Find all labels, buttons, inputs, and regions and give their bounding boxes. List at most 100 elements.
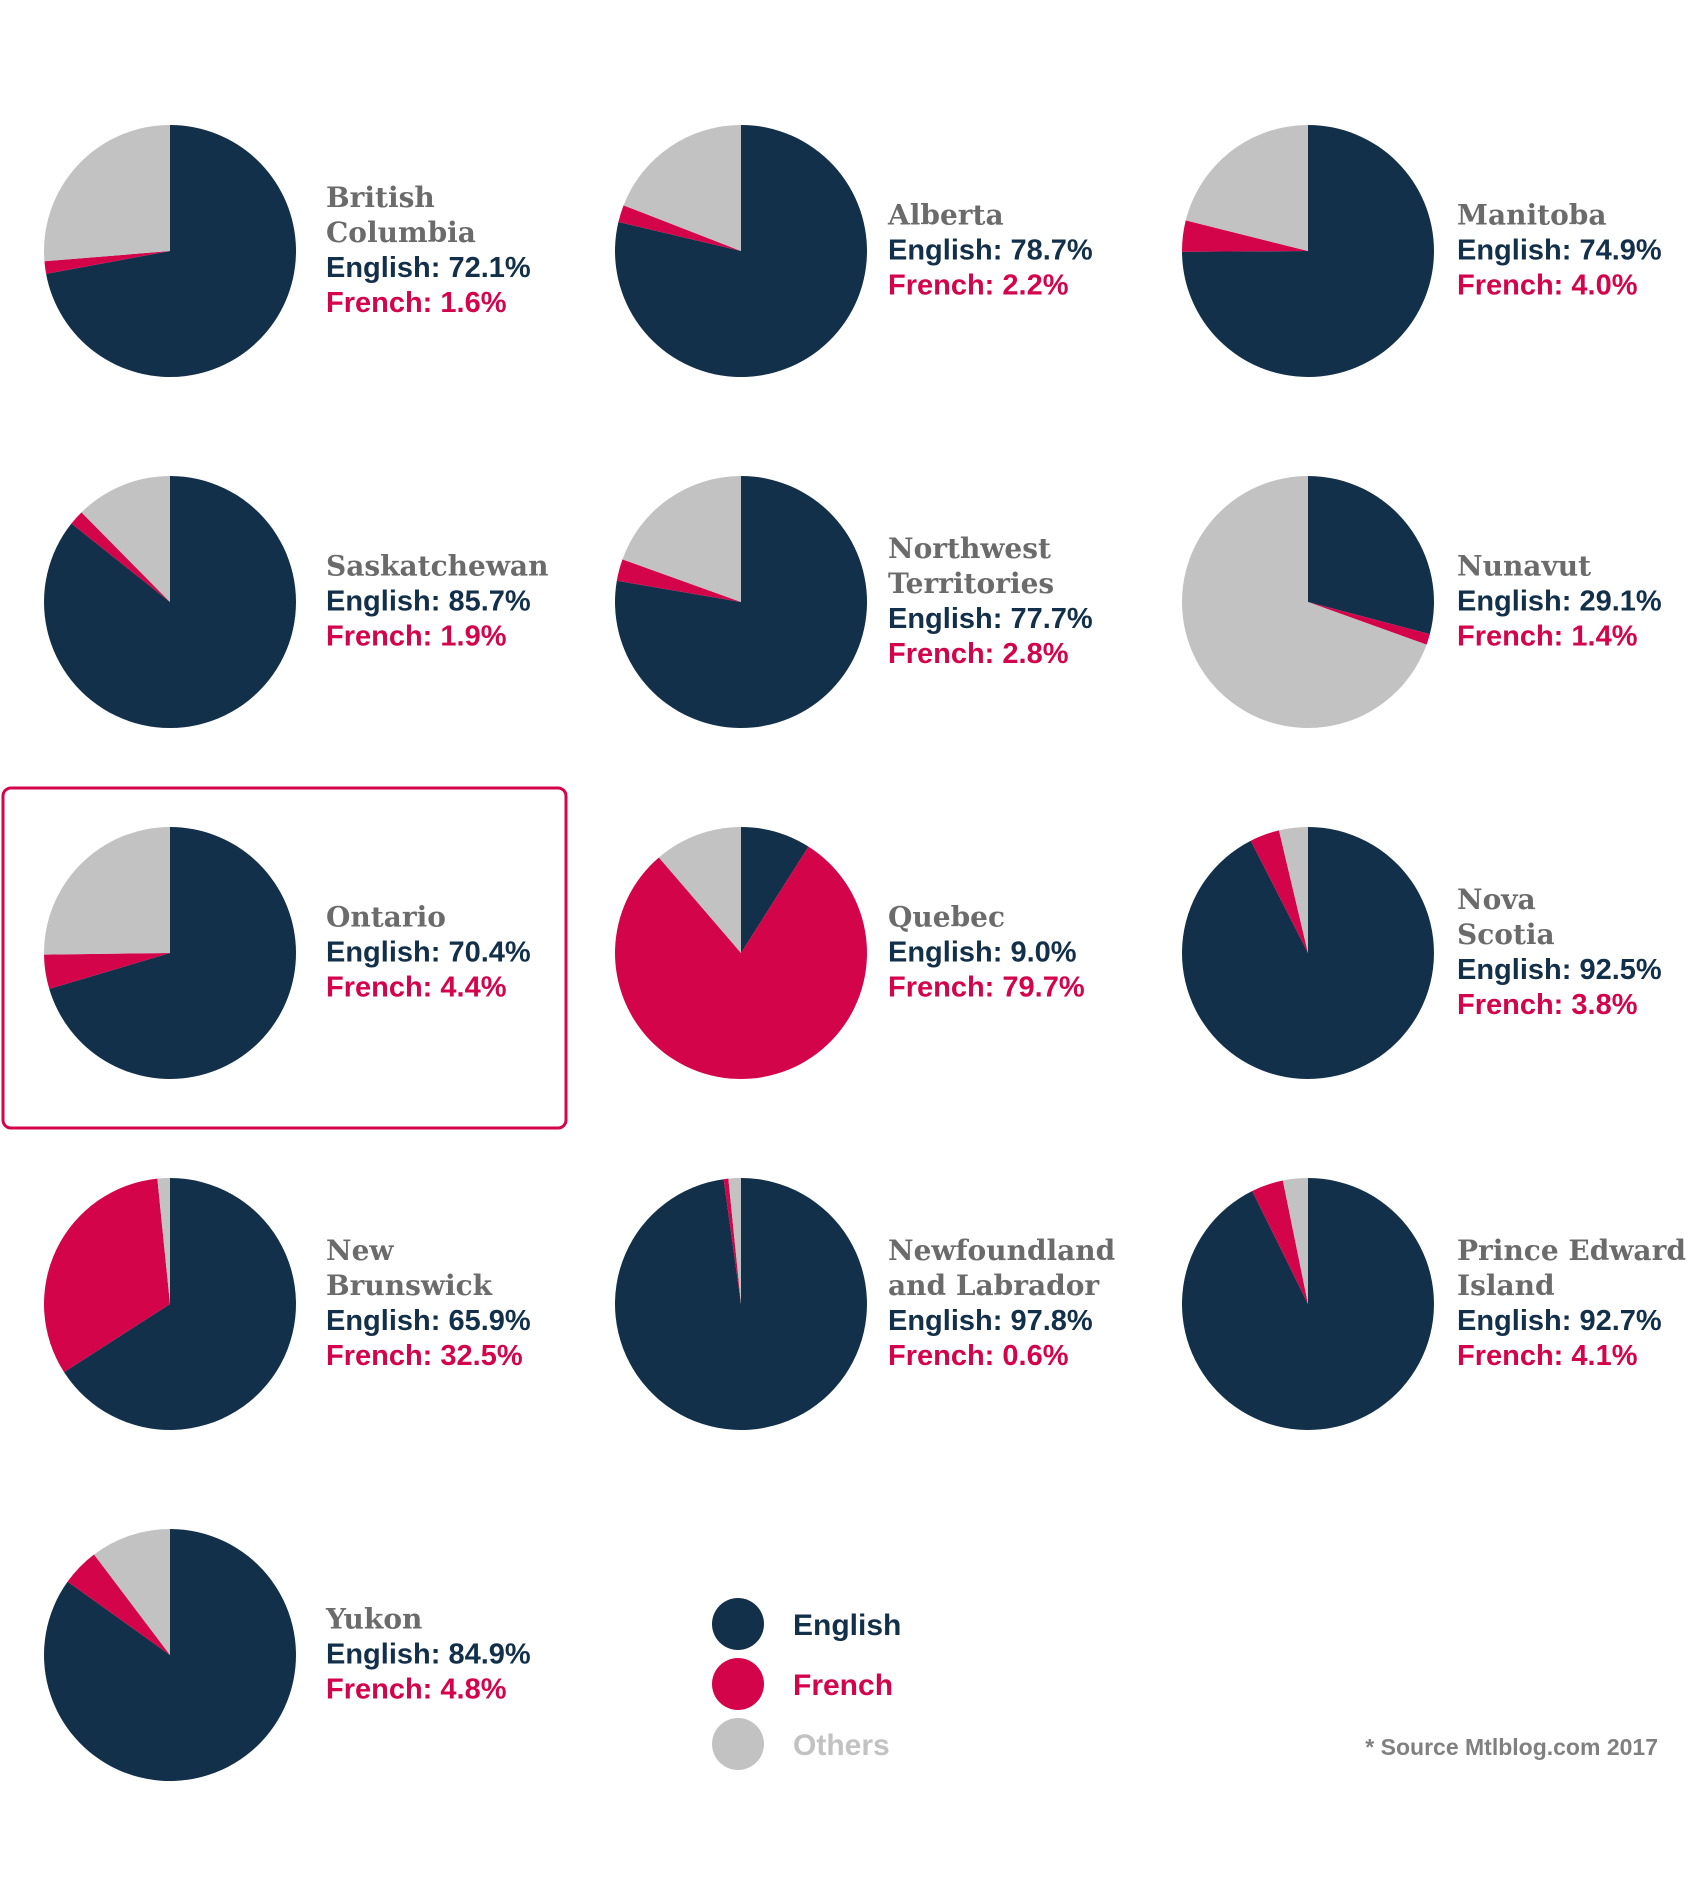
pie-slice-french bbox=[71, 512, 170, 602]
pie-slice-english bbox=[615, 125, 868, 378]
french-percent-label: French: 4.8% bbox=[326, 1674, 507, 1706]
english-percent-label: English: 70.4% bbox=[326, 937, 531, 969]
province-name: Columbia bbox=[326, 216, 476, 249]
pie-slice-french bbox=[723, 1178, 741, 1304]
french-percent-label: French: 1.6% bbox=[326, 287, 507, 319]
pie-slice-others bbox=[658, 827, 741, 953]
pie-slice-others bbox=[44, 827, 170, 955]
pie-slice-others bbox=[157, 1178, 170, 1304]
french-percent-label: French: 1.4% bbox=[1457, 621, 1638, 653]
english-percent-label: English: 77.7% bbox=[888, 603, 1093, 635]
pie-slice-others bbox=[1185, 125, 1308, 251]
legend-swatch-others bbox=[712, 1718, 764, 1770]
pie-slice-french bbox=[67, 1554, 170, 1655]
pie-slice-french bbox=[616, 559, 741, 602]
province-name: Northwest bbox=[888, 532, 1051, 565]
pie-slice-others bbox=[1278, 827, 1308, 953]
french-percent-label: French: 2.8% bbox=[888, 638, 1069, 670]
english-percent-label: English: 85.7% bbox=[326, 586, 531, 618]
province-name: Island bbox=[1457, 1269, 1555, 1302]
pie-slice-french bbox=[618, 205, 741, 251]
province-name: Territories bbox=[888, 567, 1054, 600]
pie-slice-others bbox=[1282, 1178, 1308, 1304]
pie-slice-others bbox=[94, 1529, 170, 1655]
french-percent-label: French: 3.8% bbox=[1457, 989, 1638, 1021]
pie-slice-english bbox=[614, 1178, 867, 1431]
pie-slice-english bbox=[49, 827, 297, 1079]
legend-swatch-english bbox=[712, 1598, 764, 1650]
french-percent-label: French: 32.5% bbox=[326, 1340, 523, 1372]
pie-slice-english bbox=[615, 475, 868, 729]
province-name: Alberta bbox=[887, 199, 1004, 232]
province-name: Quebec bbox=[888, 901, 1005, 934]
french-percent-label: French: 0.6% bbox=[888, 1340, 1069, 1372]
pie-slice-english bbox=[1181, 827, 1434, 1079]
pie-slice-french bbox=[44, 1178, 170, 1373]
province-name: Newfoundland bbox=[888, 1234, 1115, 1267]
province-name: and Labrador bbox=[888, 1269, 1100, 1302]
pie-slice-english bbox=[1181, 1178, 1434, 1431]
pie-slice-french bbox=[1181, 220, 1308, 252]
province-name: Scotia bbox=[1457, 918, 1555, 951]
pie-slice-others bbox=[81, 476, 170, 602]
legend-label-french: French bbox=[793, 1669, 893, 1702]
pie-slice-others bbox=[728, 1178, 741, 1304]
english-percent-label: English: 65.9% bbox=[326, 1305, 531, 1337]
french-percent-label: French: 79.7% bbox=[888, 972, 1085, 1004]
french-percent-label: French: 1.9% bbox=[326, 621, 507, 653]
pie-slice-english bbox=[1182, 125, 1434, 378]
english-percent-label: English: 78.7% bbox=[888, 235, 1093, 267]
source-note: * Source Mtlblog.com 2017 bbox=[1365, 1734, 1658, 1760]
pie-slice-french bbox=[44, 251, 170, 274]
english-percent-label: English: 29.1% bbox=[1457, 586, 1662, 618]
legend-label-others: Others bbox=[793, 1729, 890, 1762]
legend-label-english: English bbox=[793, 1609, 901, 1642]
english-percent-label: English: 84.9% bbox=[326, 1639, 531, 1671]
pie-slice-french bbox=[44, 953, 171, 989]
english-percent-label: English: 9.0% bbox=[888, 937, 1077, 969]
french-percent-label: French: 4.4% bbox=[326, 972, 507, 1004]
english-percent-label: English: 72.1% bbox=[326, 252, 531, 284]
english-percent-label: English: 92.5% bbox=[1457, 954, 1662, 986]
legend: English French Others bbox=[712, 1598, 901, 1770]
pie-slice-english bbox=[64, 1178, 296, 1431]
english-percent-label: English: 92.7% bbox=[1457, 1305, 1662, 1337]
province-name: Ontario bbox=[326, 901, 446, 934]
province-name: Saskatchewan bbox=[326, 550, 548, 583]
pie-slice-english bbox=[1308, 476, 1434, 635]
province-name: Prince Edward bbox=[1457, 1234, 1686, 1267]
pie-slice-english bbox=[741, 827, 809, 953]
english-percent-label: English: 74.9% bbox=[1457, 235, 1662, 267]
pie-slice-french bbox=[1252, 1180, 1308, 1304]
pie-slice-french bbox=[1308, 602, 1430, 645]
pie-slice-english bbox=[46, 125, 297, 378]
pie-slice-english bbox=[44, 476, 297, 728]
province-name: Manitoba bbox=[1457, 199, 1606, 232]
province-name: British bbox=[326, 181, 435, 214]
pie-slice-others bbox=[1181, 476, 1427, 729]
pie-slice-others bbox=[622, 476, 741, 602]
french-percent-label: French: 4.0% bbox=[1457, 270, 1638, 302]
pie-slice-others bbox=[43, 125, 170, 262]
province-name: Nunavut bbox=[1457, 550, 1591, 583]
province-name: Yukon bbox=[325, 1603, 422, 1636]
pie-slice-french bbox=[1250, 830, 1308, 953]
legend-swatch-french bbox=[712, 1658, 764, 1710]
pie-slice-french bbox=[615, 846, 868, 1080]
province-name: New bbox=[326, 1234, 394, 1267]
province-name: Nova bbox=[1457, 883, 1536, 916]
pie-slice-english bbox=[43, 1529, 296, 1781]
